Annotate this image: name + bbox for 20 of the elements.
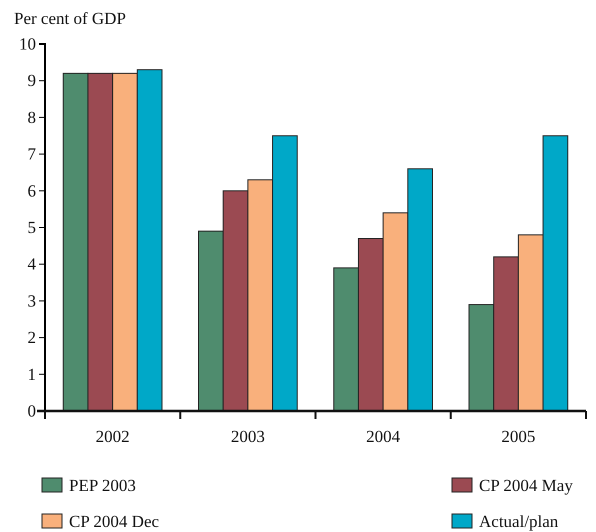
y-tick-label: 2 [28, 328, 36, 348]
y-tick-label: 9 [28, 71, 36, 90]
legend-label: Actual/plan [479, 512, 559, 531]
y-axis-title: Per cent of GDP [14, 9, 126, 28]
legend-label: PEP 2003 [69, 476, 136, 495]
y-tick-label: 6 [28, 181, 36, 200]
y-tick-label: 7 [28, 144, 36, 164]
y-tick-label: 5 [28, 218, 36, 237]
y-tick-label: 1 [28, 364, 36, 384]
x-tick-label: 2002 [96, 427, 130, 446]
x-tick-label: 2004 [366, 427, 401, 446]
y-tick-label: 0 [28, 401, 36, 420]
y-tick-label: 10 [19, 34, 36, 54]
y-tick-label: 3 [28, 291, 36, 310]
x-tick-label: 2003 [230, 427, 265, 446]
y-tick-label: 8 [28, 108, 36, 127]
y-tick-label: 4 [28, 254, 36, 274]
legend-label: CP 2004 May [479, 476, 574, 495]
x-tick-label: 2005 [501, 427, 536, 446]
legend-label: CP 2004 Dec [69, 512, 160, 531]
